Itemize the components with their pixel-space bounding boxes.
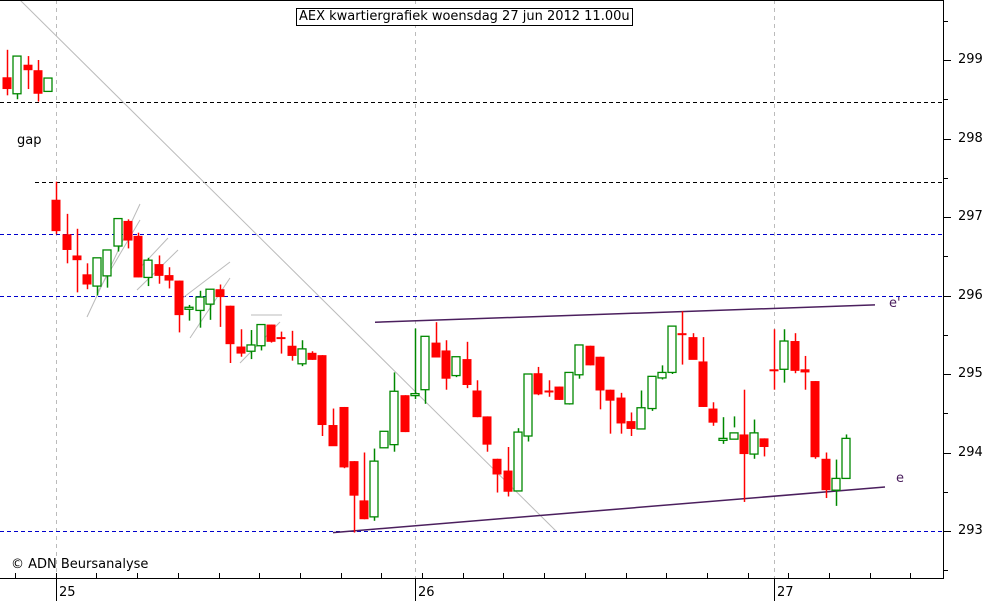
y-tick-label: 297 [958,209,983,224]
y-tick-label: 298 [958,130,983,146]
axes [0,0,944,579]
x-axis-ticks [15,573,911,601]
y-tick-label: 299 [958,52,983,67]
horizontal-levels [0,102,943,532]
chart-title: AEX kwartiergrafiek woensdag 27 jun 2012… [296,8,633,26]
grid-lines [56,0,775,578]
x-tick-label: 26 [418,585,435,600]
copyright-label: © ADN Beursanalyse [11,557,149,572]
y-axis-ticks [943,21,951,571]
trendline-e-prime-label: e' [889,296,901,311]
candles [2,49,851,533]
trendlines [332,304,886,534]
y-tick-label: 296 [958,287,983,303]
gap-label: gap [17,133,42,148]
x-tick-label: 27 [777,585,794,600]
y-tick-label: 293 [958,523,983,538]
y-tick-label: 295 [958,366,983,381]
x-tick-label: 25 [59,585,76,600]
trendline-e-label: e [896,471,904,486]
y-tick-label: 294 [958,444,983,460]
